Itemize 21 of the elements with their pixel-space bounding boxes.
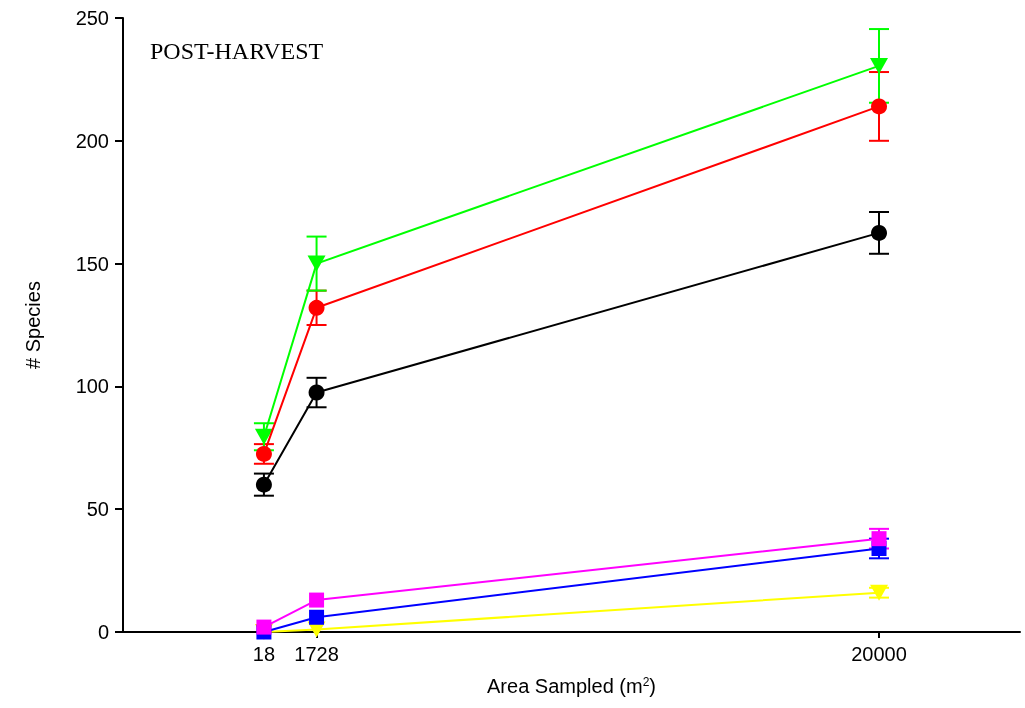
x-tick-label: 1728 [294, 643, 339, 665]
x-tick-label: 20000 [851, 643, 907, 665]
y-tick-label: 50 [86, 498, 109, 521]
point [254, 428, 273, 445]
point [871, 224, 888, 241]
text: POST-HARVEST [150, 38, 324, 64]
y-tick-label: 100 [75, 375, 109, 398]
point [308, 299, 325, 316]
point [308, 384, 325, 401]
y-tick-label: 200 [75, 129, 109, 152]
y-tick-label: 250 [75, 7, 109, 29]
y-axis-title: # Species [22, 281, 44, 369]
point [870, 57, 889, 74]
point [309, 609, 325, 625]
y-tick-label: 0 [97, 621, 109, 643]
point [307, 255, 326, 272]
y-tick-label: 150 [75, 252, 109, 275]
point [256, 619, 272, 635]
point [871, 98, 888, 115]
point [309, 592, 325, 608]
x-tick-label: 18 [252, 643, 276, 665]
